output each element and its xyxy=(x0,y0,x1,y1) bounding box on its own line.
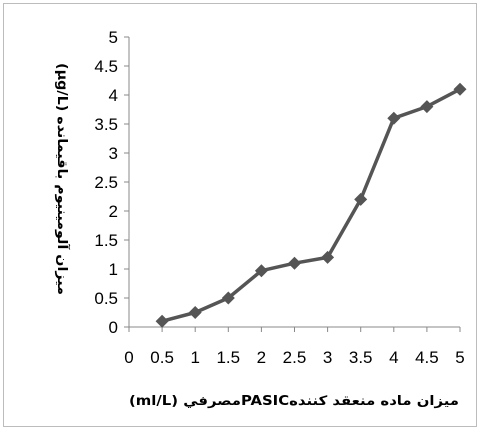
x-tick-label: 2.5 xyxy=(283,348,307,367)
data-point-diamond-icon xyxy=(321,250,335,264)
y-tick-label: 2 xyxy=(109,202,118,221)
data-point-diamond-icon xyxy=(354,192,368,206)
x-tick-label: 0 xyxy=(124,348,133,367)
y-tick-label: 4 xyxy=(109,86,118,105)
data-point-diamond-icon xyxy=(221,291,235,305)
x-tick-label: 3.5 xyxy=(349,348,373,367)
data-point-diamond-icon xyxy=(188,306,202,319)
data-point-diamond-icon xyxy=(387,111,401,125)
data-point-diamond-icon xyxy=(420,100,434,114)
x-axis-title: میزان ماده منعقد کنندهPASICمصرفي (ml/L) xyxy=(129,394,459,409)
series-line xyxy=(161,87,461,323)
y-tick-label: 4.5 xyxy=(94,57,118,76)
data-point-diamond-icon xyxy=(288,256,301,270)
x-tick-labels: 0 0.5 1 1.5 2 2.5 3 3.5 4 4.5 5 xyxy=(124,327,465,367)
data-point-diamond-icon xyxy=(453,82,467,96)
y-tick-label: 5 xyxy=(109,28,118,47)
x-tick-label: 4 xyxy=(389,348,398,367)
x-tick-label: 2 xyxy=(257,348,266,367)
x-tick-label: 1.5 xyxy=(216,348,240,367)
x-tick-label: 4.5 xyxy=(415,348,439,367)
y-tick-label: 0 xyxy=(109,318,118,337)
y-tick-label: 0.5 xyxy=(94,289,118,308)
chart-frame: 0 0.5 1 1.5 2 2.5 3 3.5 4 4.5 5 0 0.5 1 1.5 2 2.5 3 3.5 4 4… xyxy=(3,3,477,427)
data-point-diamond-icon xyxy=(155,314,169,328)
x-tick-label: 3 xyxy=(323,348,332,367)
x-tick-label: 5 xyxy=(455,348,464,367)
y-tick-label: 3.5 xyxy=(94,115,118,134)
y-tick-label: 1 xyxy=(109,260,118,279)
y-tick-label: 3 xyxy=(109,144,118,163)
y-tick-labels: 0 0.5 1 1.5 2 2.5 3 3.5 4 4.5 5 xyxy=(94,28,129,337)
x-tick-label: 1 xyxy=(190,348,199,367)
axes xyxy=(128,37,460,328)
data-point-markers xyxy=(155,82,467,328)
y-axis-title: میزان آلومینیوم باقیمانده (μg/L) xyxy=(54,63,71,295)
y-tick-label: 1.5 xyxy=(94,231,118,250)
data-point-diamond-icon xyxy=(254,264,268,278)
line-chart: 00.511.522.533.544.55 0 0.5 1 1.5 2 2.5 3 3.5 4 4… xyxy=(54,28,467,409)
x-tick-label: 0.5 xyxy=(150,348,174,367)
y-tick-label: 2.5 xyxy=(94,173,118,192)
